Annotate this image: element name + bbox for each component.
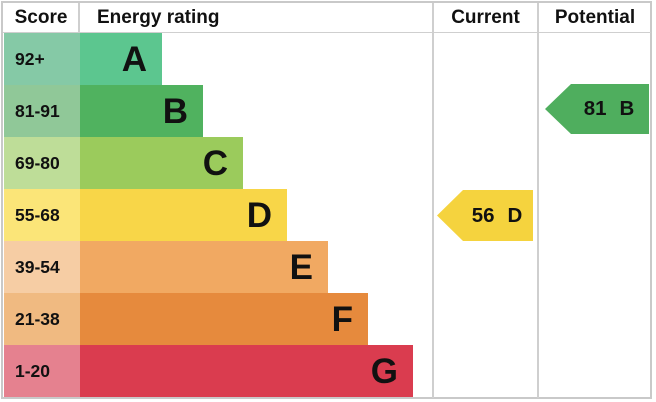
band-row-a: 92+ A [4, 33, 652, 85]
rating-bar: D [80, 189, 287, 241]
score-cell: 92+ [4, 33, 80, 85]
score-column-divider [78, 3, 80, 32]
rating-bar: C [80, 137, 243, 189]
rating-bar: A [80, 33, 162, 85]
rating-letter: F [331, 299, 353, 339]
score-range-label: 1-20 [15, 360, 51, 381]
potential-column-header: Potential [554, 7, 636, 28]
score-range-label: 69-80 [15, 152, 60, 173]
rating-bar: E [80, 241, 328, 293]
score-range-label: 39-54 [15, 256, 60, 277]
current-score-value: 56 [471, 203, 495, 227]
potential-column-divider [537, 3, 539, 398]
current-rating-letter: D [507, 203, 523, 227]
score-range-label: 21-38 [15, 308, 60, 329]
score-cell: 21-38 [4, 293, 80, 345]
rating-letter: G [370, 351, 398, 391]
potential-rating-letter: B [619, 97, 635, 120]
score-range-label: 55-68 [15, 204, 60, 225]
rating-letter: B [162, 91, 188, 131]
band-row-c: 69-80 C [4, 137, 652, 189]
score-range-label: 92+ [15, 48, 45, 69]
score-range-label: 81-91 [15, 100, 60, 121]
score-column-header: Score [14, 7, 68, 28]
energy-rating-column-header: Energy rating [97, 7, 220, 28]
current-column-header: Current [451, 7, 520, 28]
band-row-f: 21-38 F [4, 293, 652, 345]
band-row-g: 1-20 G [4, 345, 652, 397]
rating-letter: E [289, 247, 313, 287]
header-divider-line [3, 31, 651, 33]
score-cell: 39-54 [4, 241, 80, 293]
score-cell: 69-80 [4, 137, 80, 189]
band-row-e: 39-54 E [4, 241, 652, 293]
rating-letter: C [202, 143, 228, 183]
score-cell: 1-20 [4, 345, 80, 397]
rating-bar: B [80, 85, 203, 137]
rating-letter: D [246, 195, 272, 235]
rating-bar: F [80, 293, 368, 345]
rating-letter: A [121, 39, 147, 79]
potential-score-value: 81 [583, 97, 607, 120]
current-column-divider [432, 3, 434, 398]
band-row-d: 55-68 D [4, 189, 652, 241]
rating-bar: G [80, 345, 413, 397]
score-cell: 81-91 [4, 85, 80, 137]
score-cell: 55-68 [4, 189, 80, 241]
band-row-b: 81-91 B [4, 85, 652, 137]
